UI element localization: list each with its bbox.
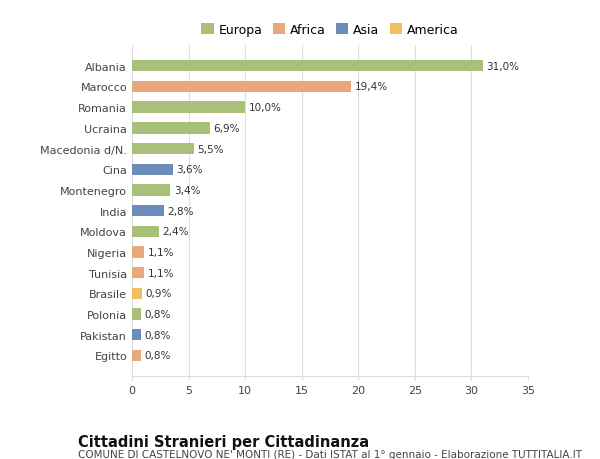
Text: 5,5%: 5,5% — [197, 144, 224, 154]
Text: 0,8%: 0,8% — [145, 351, 171, 361]
Bar — [132, 185, 170, 196]
Text: 2,4%: 2,4% — [163, 227, 189, 237]
Bar — [132, 330, 141, 341]
Text: 31,0%: 31,0% — [486, 62, 519, 72]
Bar — [132, 206, 164, 217]
Bar — [132, 164, 173, 175]
Text: 3,6%: 3,6% — [176, 165, 203, 175]
Text: Cittadini Stranieri per Cittadinanza: Cittadini Stranieri per Cittadinanza — [78, 434, 369, 449]
Text: 1,1%: 1,1% — [148, 247, 175, 257]
Bar — [132, 309, 141, 320]
Bar — [132, 268, 145, 279]
Bar — [132, 82, 352, 93]
Text: 10,0%: 10,0% — [248, 103, 281, 113]
Text: 6,9%: 6,9% — [214, 123, 240, 134]
Text: 1,1%: 1,1% — [148, 268, 175, 278]
Bar — [132, 288, 142, 299]
Text: COMUNE DI CASTELNOVO NE' MONTI (RE) - Dati ISTAT al 1° gennaio - Elaborazione TU: COMUNE DI CASTELNOVO NE' MONTI (RE) - Da… — [78, 449, 582, 459]
Bar — [132, 102, 245, 113]
Text: 0,8%: 0,8% — [145, 309, 171, 319]
Text: 0,9%: 0,9% — [146, 289, 172, 299]
Bar — [132, 144, 194, 155]
Bar — [132, 247, 145, 258]
Text: 3,4%: 3,4% — [174, 185, 200, 196]
Text: 19,4%: 19,4% — [355, 82, 388, 92]
Bar — [132, 226, 159, 237]
Text: 0,8%: 0,8% — [145, 330, 171, 340]
Bar — [132, 123, 210, 134]
Legend: Europa, Africa, Asia, America: Europa, Africa, Asia, America — [196, 19, 464, 42]
Text: 2,8%: 2,8% — [167, 206, 194, 216]
Bar — [132, 61, 483, 72]
Bar — [132, 350, 141, 361]
